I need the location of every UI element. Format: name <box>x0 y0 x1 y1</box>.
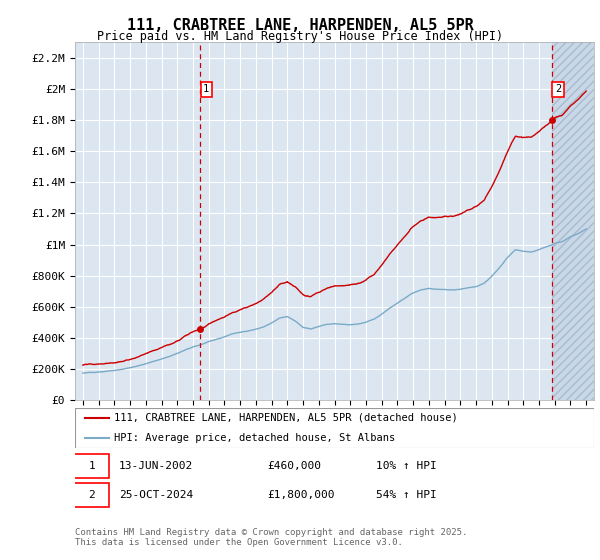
FancyBboxPatch shape <box>74 454 109 478</box>
Text: £1,800,000: £1,800,000 <box>267 490 335 500</box>
Text: Price paid vs. HM Land Registry's House Price Index (HPI): Price paid vs. HM Land Registry's House … <box>97 30 503 43</box>
Text: HPI: Average price, detached house, St Albans: HPI: Average price, detached house, St A… <box>114 433 395 443</box>
Text: £460,000: £460,000 <box>267 461 321 471</box>
Text: 2: 2 <box>88 490 95 500</box>
Text: Contains HM Land Registry data © Crown copyright and database right 2025.
This d: Contains HM Land Registry data © Crown c… <box>75 528 467 547</box>
Text: 111, CRABTREE LANE, HARPENDEN, AL5 5PR: 111, CRABTREE LANE, HARPENDEN, AL5 5PR <box>127 18 473 33</box>
Text: 2: 2 <box>555 84 561 94</box>
Text: 13-JUN-2002: 13-JUN-2002 <box>119 461 193 471</box>
Text: 54% ↑ HPI: 54% ↑ HPI <box>376 490 437 500</box>
Text: 25-OCT-2024: 25-OCT-2024 <box>119 490 193 500</box>
FancyBboxPatch shape <box>74 483 109 507</box>
Text: 1: 1 <box>203 84 209 94</box>
Bar <box>552 42 594 400</box>
Text: 1: 1 <box>88 461 95 471</box>
Text: 10% ↑ HPI: 10% ↑ HPI <box>376 461 437 471</box>
Text: 111, CRABTREE LANE, HARPENDEN, AL5 5PR (detached house): 111, CRABTREE LANE, HARPENDEN, AL5 5PR (… <box>114 413 458 423</box>
